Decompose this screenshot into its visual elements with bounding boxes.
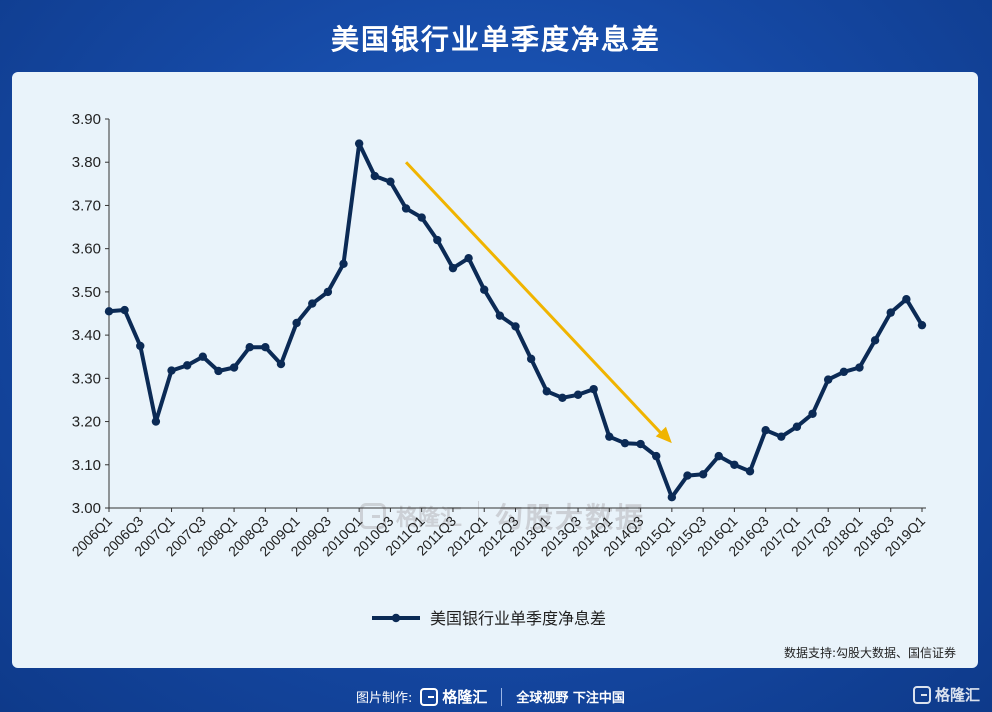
data-point [808, 409, 817, 418]
data-point [823, 375, 833, 384]
data-point [104, 307, 114, 316]
y-tick-label: 3.50 [72, 284, 101, 301]
watermark-brand: 格隆汇 [396, 506, 463, 531]
watermark-logo-icon [360, 503, 386, 529]
data-point [573, 390, 583, 399]
footer-logo: 格隆汇 [420, 686, 487, 707]
trend-arrow-head [655, 426, 672, 444]
data-point [120, 305, 129, 315]
data-point [589, 384, 598, 394]
data-point [902, 295, 911, 304]
data-point [136, 341, 145, 351]
data-point [261, 343, 270, 352]
data-point [839, 367, 849, 377]
data-point [448, 263, 458, 273]
data-point [855, 363, 864, 372]
data-point [620, 438, 630, 448]
data-point [730, 460, 739, 469]
data-point [667, 492, 677, 502]
footer-credit-label: 图片制作: [356, 691, 413, 706]
watermark-text: 勾股大数据 [495, 501, 646, 534]
data-point [464, 253, 473, 263]
series-line [108, 141, 924, 500]
data-point [182, 361, 192, 370]
data-point [526, 354, 536, 364]
data-point [229, 363, 239, 372]
data-point [917, 320, 927, 330]
data-point [605, 432, 614, 441]
data-point [433, 235, 442, 245]
legend-label: 美国银行业单季度净息差 [430, 609, 606, 628]
data-point [636, 439, 645, 449]
data-point [698, 470, 708, 479]
data-point [495, 311, 505, 320]
y-tick-label: 3.60 [72, 241, 101, 258]
data-point [370, 171, 379, 181]
footer-divider [501, 687, 503, 706]
data-point [870, 336, 880, 345]
y-tick-label: 3.70 [72, 197, 101, 214]
footer-logo-text: 格隆汇 [442, 688, 488, 706]
footer-slogan: 全球视野 下注中国 [516, 691, 625, 706]
data-point [214, 366, 223, 376]
watermark: 格隆汇 勾股大数据 [360, 496, 645, 536]
y-tick-label: 3.40 [72, 327, 101, 344]
data-point [354, 139, 364, 148]
data-point [761, 426, 770, 435]
data-point [323, 287, 333, 297]
page-title: 美国银行业单季度净息差 [330, 23, 661, 56]
data-point [245, 343, 254, 352]
legend-marker [391, 613, 401, 623]
data-point [401, 204, 411, 213]
data-point [886, 308, 895, 317]
source-note: 数据支持:勾股大数据、国信证券 [783, 646, 956, 660]
data-point [339, 259, 348, 268]
data-point [386, 177, 395, 186]
data-point [308, 299, 317, 308]
data-point [714, 451, 723, 461]
data-point [558, 393, 567, 402]
chart-panel: 格隆汇 勾股大数据 3.00 3.10 3.20 3.30 3.40 3.50 3.60 3.… [12, 72, 978, 668]
data-point [198, 352, 208, 361]
y-tick-label: 3.30 [72, 370, 101, 387]
trend-arrow-line [404, 161, 665, 438]
y-tick-label: 3.90 [72, 111, 101, 128]
data-point [683, 471, 692, 480]
data-point [151, 417, 161, 426]
data-point [542, 387, 551, 396]
y-tick-label: 3.20 [72, 414, 101, 431]
line-chart: 3.00 3.10 3.20 3.30 3.40 3.50 3.60 3.70 3.80 3.90… [69, 111, 929, 628]
logo-icon [420, 687, 439, 706]
footer-credit: 图片制作: 格隆汇 全球视野 下注中国 [356, 686, 625, 707]
data-point [777, 432, 786, 441]
data-point [417, 213, 426, 222]
data-point [167, 366, 176, 375]
y-tick-label: 3.00 [72, 500, 101, 517]
corner-logo-icon [912, 685, 931, 704]
data-point [652, 451, 661, 461]
data-point [292, 318, 301, 328]
data-point [792, 422, 802, 431]
data-point [511, 322, 520, 331]
data-point [745, 467, 755, 476]
y-tick-label: 3.10 [72, 457, 101, 474]
corner-logo-text: 格隆汇 [934, 686, 980, 704]
data-point [276, 359, 286, 369]
watermark-divider [478, 501, 480, 531]
data-point [480, 285, 489, 294]
y-tick-label: 3.80 [72, 154, 101, 171]
corner-logo: 格隆汇 [912, 684, 980, 705]
